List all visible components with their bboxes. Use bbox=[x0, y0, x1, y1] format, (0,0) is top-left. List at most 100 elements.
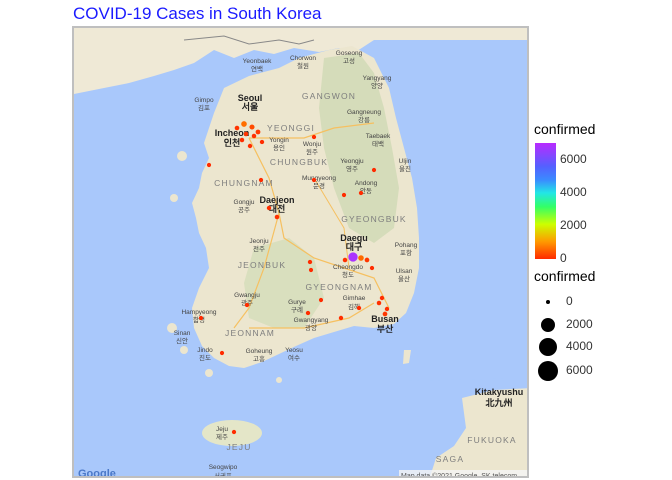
map-label: 양양 bbox=[371, 82, 383, 90]
jeju-island bbox=[202, 420, 262, 446]
case-point[interactable] bbox=[266, 205, 272, 211]
google-logo[interactable]: Google bbox=[78, 468, 116, 478]
case-point[interactable] bbox=[341, 192, 347, 198]
map-label: Gwangju bbox=[234, 292, 260, 299]
case-point[interactable] bbox=[198, 315, 204, 321]
map-label: Sinan bbox=[174, 330, 191, 337]
map-label: 영주 bbox=[346, 164, 358, 173]
map-label: Ulsan bbox=[396, 268, 413, 275]
case-point[interactable] bbox=[305, 310, 311, 316]
map-label: Cheongdo bbox=[333, 264, 363, 271]
mountains-south bbox=[244, 238, 324, 328]
case-point[interactable] bbox=[258, 177, 264, 183]
case-point[interactable] bbox=[364, 257, 370, 263]
case-point[interactable] bbox=[382, 311, 388, 317]
island bbox=[170, 194, 178, 202]
case-point[interactable] bbox=[376, 300, 382, 306]
map-label: 진도 bbox=[199, 353, 211, 362]
case-point[interactable] bbox=[342, 257, 348, 263]
case-point[interactable] bbox=[249, 124, 255, 130]
case-point[interactable] bbox=[379, 295, 385, 301]
map-label: 원주 bbox=[306, 147, 318, 156]
map-label: 김포 bbox=[198, 104, 210, 112]
colorbar-container: 6000 4000 2000 0 bbox=[535, 143, 635, 265]
case-point[interactable] bbox=[311, 177, 317, 183]
tsushima bbox=[403, 350, 411, 364]
map[interactable]: Yeonbaek 연백 Chorwon 철원 Goseong 고성 Yangyang 양양 GA… bbox=[72, 26, 529, 478]
map-label: Yeonbaek bbox=[243, 58, 272, 65]
case-point[interactable] bbox=[318, 297, 324, 303]
case-point[interactable] bbox=[356, 305, 362, 311]
case-point[interactable] bbox=[247, 143, 253, 149]
color-legend-title: confirmed bbox=[534, 121, 596, 137]
island bbox=[177, 151, 187, 161]
map-label: JEJU bbox=[226, 442, 251, 452]
map-label: Yangyang bbox=[363, 75, 392, 82]
mountains-east bbox=[319, 53, 399, 243]
map-label: Seoul bbox=[238, 93, 263, 103]
size-key-label: 6000 bbox=[566, 363, 593, 377]
japan-land bbox=[430, 388, 527, 476]
map-label: 안동 bbox=[360, 186, 372, 195]
map-label: 울진 bbox=[399, 164, 411, 173]
page-title: COVID-19 Cases in South Korea bbox=[73, 4, 322, 23]
size-legend: confirmed bbox=[534, 268, 595, 284]
colorbar-tick: 6000 bbox=[560, 152, 587, 166]
map-attribution[interactable]: Map data ©2021 Google, SK telecom bbox=[401, 472, 517, 478]
case-point[interactable] bbox=[348, 252, 358, 262]
case-point[interactable] bbox=[251, 133, 257, 139]
island bbox=[167, 323, 177, 333]
case-point[interactable] bbox=[358, 255, 364, 261]
size-key-dot bbox=[538, 361, 558, 381]
map-label: 여수 bbox=[288, 353, 300, 362]
case-point[interactable] bbox=[255, 129, 261, 135]
case-point[interactable] bbox=[206, 162, 212, 168]
case-point[interactable] bbox=[231, 429, 237, 435]
map-label: 고흥 bbox=[253, 354, 265, 363]
case-point[interactable] bbox=[239, 137, 245, 143]
map-label: 서울 bbox=[242, 101, 259, 112]
case-point[interactable] bbox=[371, 167, 377, 173]
case-point[interactable] bbox=[234, 125, 240, 131]
map-label: Seogwipo bbox=[209, 464, 238, 471]
map-label: Gwangyang bbox=[294, 317, 329, 324]
map-label: 제주 bbox=[216, 433, 228, 441]
map-label: 포항 bbox=[400, 248, 412, 257]
case-point[interactable] bbox=[308, 267, 314, 273]
case-point[interactable] bbox=[243, 131, 249, 137]
map-label: JEONBUK bbox=[238, 260, 287, 270]
map-label: Jeonju bbox=[249, 238, 269, 245]
map-label: 김해 bbox=[348, 302, 360, 311]
map-label: 용인 bbox=[273, 143, 285, 152]
highway bbox=[249, 302, 375, 329]
map-label: Taebaek bbox=[366, 133, 391, 140]
island bbox=[180, 346, 188, 354]
map-label: 서귀포 bbox=[214, 471, 232, 478]
case-point[interactable] bbox=[219, 350, 225, 356]
map-label: Mungyeong bbox=[302, 175, 336, 182]
map-label: Daegu bbox=[340, 233, 368, 243]
case-point[interactable] bbox=[358, 190, 364, 196]
map-label: YEONGGI bbox=[267, 123, 315, 133]
map-label: JEONNAM bbox=[225, 328, 275, 338]
case-point[interactable] bbox=[244, 302, 250, 308]
highway bbox=[313, 177, 350, 269]
map-label: 대구 bbox=[346, 241, 363, 252]
case-point[interactable] bbox=[274, 214, 280, 220]
case-point[interactable] bbox=[338, 315, 344, 321]
case-point[interactable] bbox=[384, 306, 390, 312]
map-label: Gongju bbox=[234, 199, 255, 206]
case-point[interactable] bbox=[307, 259, 313, 265]
case-point[interactable] bbox=[259, 139, 265, 145]
map-label: Goheung bbox=[246, 348, 273, 355]
map-label: CHUNGNAM bbox=[214, 178, 274, 188]
highway bbox=[248, 137, 390, 309]
size-legend-item: 0 bbox=[534, 292, 654, 312]
map-label: CHUNGBUK bbox=[270, 157, 328, 167]
case-point[interactable] bbox=[241, 121, 247, 127]
north-land bbox=[74, 28, 527, 94]
size-key-dot bbox=[539, 338, 557, 356]
case-point[interactable] bbox=[311, 134, 317, 140]
case-point[interactable] bbox=[369, 265, 375, 271]
